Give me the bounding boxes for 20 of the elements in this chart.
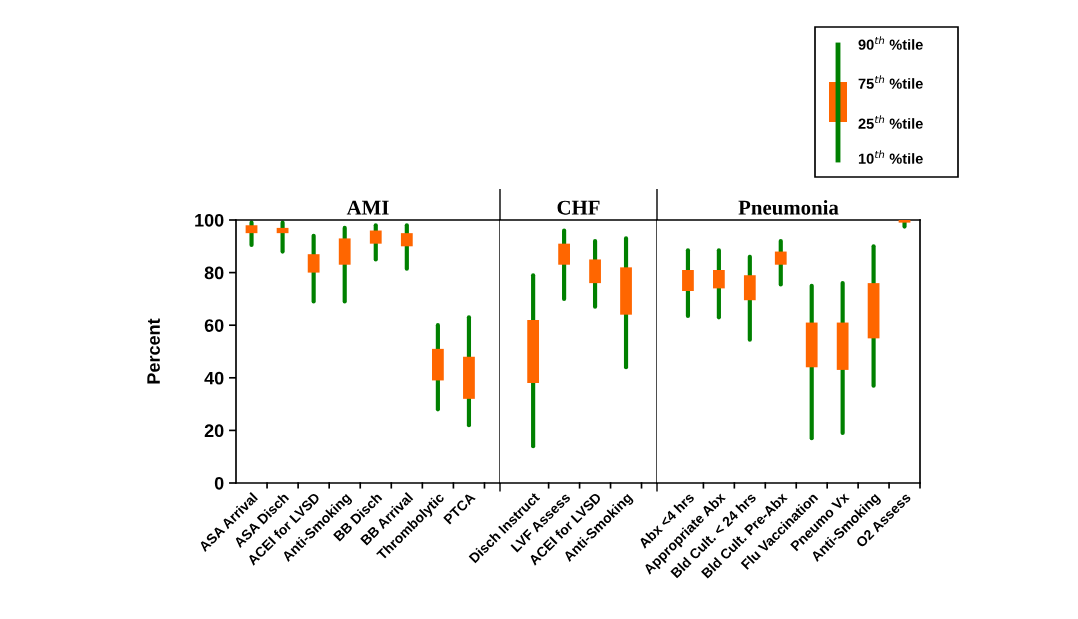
candlestick — [682, 248, 694, 319]
y-tick-label: 100 — [195, 213, 224, 227]
y-axis-title: Percent — [147, 318, 160, 384]
y-tick-label: 40 — [204, 371, 224, 385]
chart-title: Pneumonia — [738, 199, 839, 215]
chart-title: AMI — [346, 200, 389, 215]
candlestick — [400, 223, 413, 271]
candlestick — [713, 248, 725, 320]
text: 10$^{th}$ %tile — [858, 150, 923, 164]
candlestick — [307, 233, 320, 304]
y-tick-label: 0 — [214, 476, 224, 490]
y-tick-label: 60 — [204, 319, 224, 332]
text: 25$^{th}$ %tile — [858, 115, 923, 129]
text: 90$^{th}$ %tile — [858, 36, 923, 50]
chart-title: CHF — [557, 200, 600, 215]
y-tick-label: 20 — [204, 424, 224, 438]
candlestick — [369, 223, 382, 262]
text: 75$^{th}$ %tile — [858, 75, 923, 89]
candlestick — [558, 228, 570, 301]
y-tick-label: 80 — [204, 266, 224, 280]
